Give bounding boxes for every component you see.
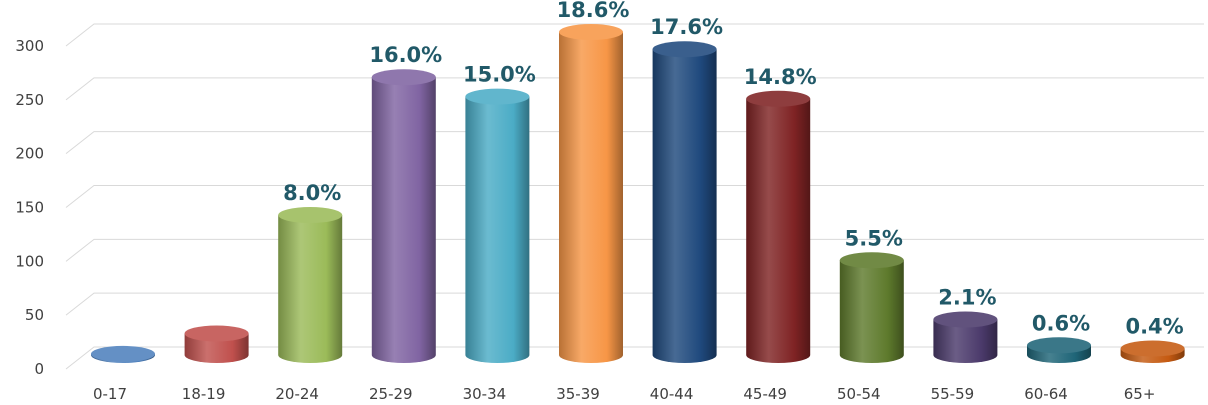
data-label: 0.6% bbox=[1032, 311, 1090, 335]
bar-top bbox=[184, 325, 249, 342]
gridline-250 bbox=[65, 77, 1204, 101]
x-tick-label: 20-24 bbox=[275, 385, 319, 403]
bar-top bbox=[746, 90, 811, 107]
gridline-100 bbox=[65, 238, 1204, 262]
bar-body bbox=[746, 98, 811, 364]
bar-40-44: 17.6% bbox=[650, 15, 723, 364]
data-label: 0.4% bbox=[1125, 315, 1183, 339]
bar-25-29: 16.0% bbox=[369, 43, 442, 363]
data-label: 2.1% bbox=[938, 285, 996, 309]
bar-top bbox=[91, 345, 155, 362]
x-tick-label: 30-34 bbox=[463, 385, 507, 403]
bar-top bbox=[559, 24, 623, 40]
x-tick-label: 50-54 bbox=[837, 385, 881, 403]
bar-top bbox=[933, 311, 998, 328]
bar-top bbox=[652, 41, 717, 58]
bar-top bbox=[839, 252, 904, 269]
bar-body bbox=[278, 215, 343, 363]
x-tick-label: 40-44 bbox=[650, 385, 694, 403]
gridlines bbox=[65, 23, 1204, 370]
bar-body bbox=[933, 319, 998, 363]
bar-body bbox=[559, 32, 623, 363]
y-tick-label: 200 bbox=[15, 145, 44, 163]
bar-top bbox=[1120, 340, 1185, 357]
bar-top bbox=[278, 207, 343, 224]
gridline-50 bbox=[65, 292, 1204, 316]
bar-top bbox=[1027, 337, 1091, 354]
bar-0-17 bbox=[91, 345, 155, 363]
x-tick-label: 35-39 bbox=[556, 385, 600, 403]
bar-55-59: 2.1% bbox=[933, 285, 998, 363]
x-tick-label: 18-19 bbox=[182, 385, 226, 403]
bar-20-24: 8.0% bbox=[278, 181, 343, 363]
bar-body bbox=[371, 77, 436, 363]
y-tick-label: 0 bbox=[34, 360, 44, 378]
bar-top bbox=[371, 69, 436, 86]
x-tick-label: 55-59 bbox=[931, 385, 975, 403]
x-tick-label: 0-17 bbox=[93, 385, 127, 403]
y-tick-label: 100 bbox=[15, 252, 44, 270]
y-tick-label: 250 bbox=[15, 91, 44, 109]
bar-50-54: 5.5% bbox=[839, 226, 904, 363]
bar-35-39: 18.6% bbox=[557, 0, 630, 363]
bar-body bbox=[184, 333, 249, 363]
data-label: 14.8% bbox=[744, 65, 817, 89]
bar-body bbox=[465, 96, 530, 363]
data-label: 18.6% bbox=[557, 0, 630, 22]
gridline-150 bbox=[65, 185, 1204, 208]
bar-top bbox=[465, 88, 530, 105]
x-axis: 0-17 18-19 20-24 25-29 30-34 35-39 40-44 45-49 5… bbox=[93, 385, 1155, 403]
y-tick-label: 300 bbox=[15, 37, 44, 55]
bar-65+: 0.4% bbox=[1120, 315, 1185, 363]
data-label: 17.6% bbox=[650, 15, 723, 39]
bar-45-49: 14.8% bbox=[744, 65, 817, 364]
y-tick-label: 50 bbox=[25, 306, 44, 324]
y-axis: 0 50 100 150 200 250 300 bbox=[15, 37, 44, 378]
gridline-300 bbox=[65, 23, 1204, 47]
bar-30-34: 15.0% bbox=[463, 63, 536, 363]
bar-body bbox=[839, 260, 904, 363]
bar-60-64: 0.6% bbox=[1027, 311, 1091, 363]
gridline-200 bbox=[65, 131, 1204, 155]
gridline-0 bbox=[65, 346, 1204, 370]
data-label: 5.5% bbox=[845, 226, 903, 250]
x-tick-label: 60-64 bbox=[1024, 385, 1068, 403]
data-label: 8.0% bbox=[283, 181, 341, 205]
x-tick-label: 25-29 bbox=[369, 385, 413, 403]
bar-body bbox=[652, 49, 717, 364]
x-tick-label: 65+ bbox=[1124, 385, 1156, 403]
bar-18-19 bbox=[184, 325, 249, 363]
y-tick-label: 150 bbox=[15, 199, 44, 217]
data-label: 16.0% bbox=[369, 43, 442, 67]
x-tick-label: 45-49 bbox=[743, 385, 787, 403]
data-label: 15.0% bbox=[463, 63, 536, 87]
bars: 8.0% 16.0% 15.0% 18.6% 17.6% 14.8% 5.5% 2.1% 0.6… bbox=[91, 0, 1185, 364]
